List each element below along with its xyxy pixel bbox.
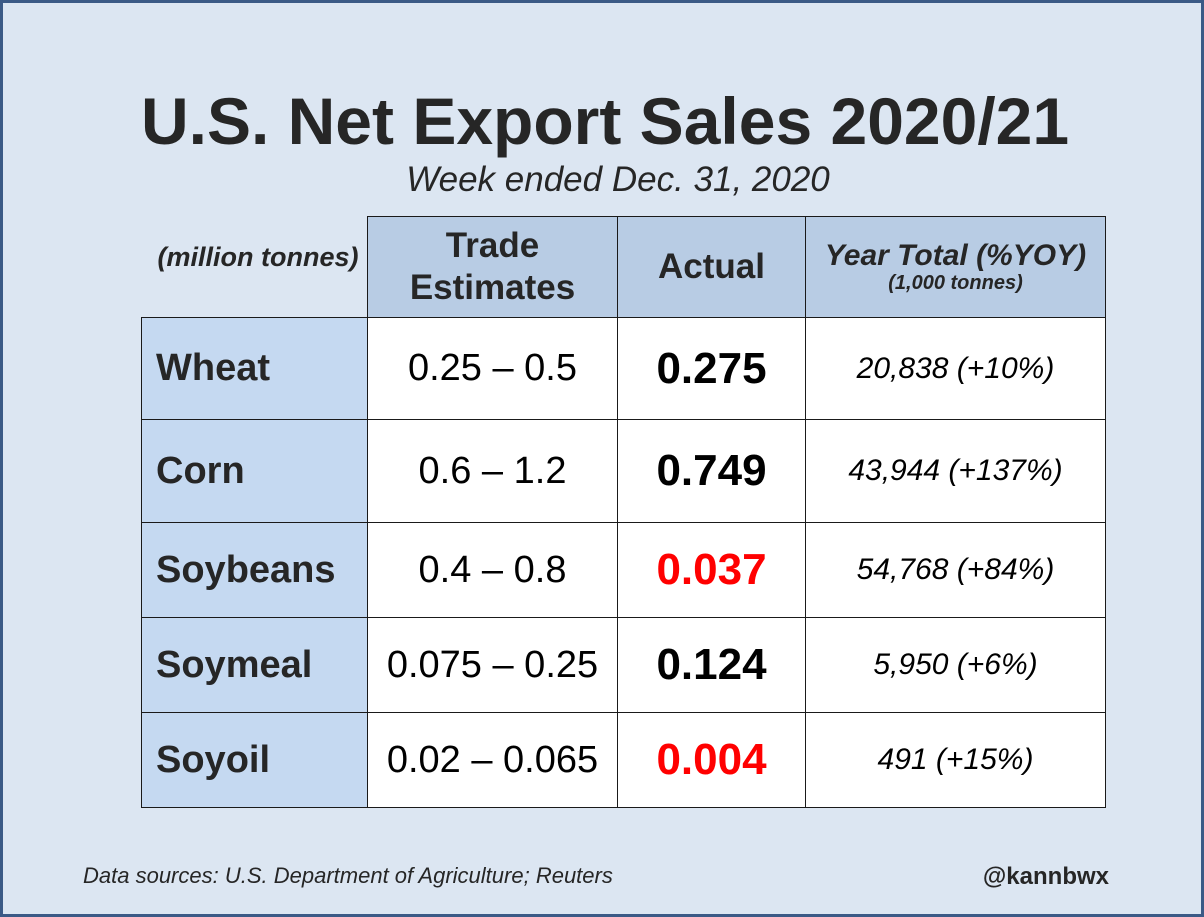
trade-estimate-cell: 0.4 – 0.8 [367, 522, 618, 618]
year-total-cell: 54,768 (+84%) [805, 522, 1106, 618]
chart-subtitle: Week ended Dec. 31, 2020 [406, 160, 830, 199]
actual-value-cell: 0.037 [617, 522, 806, 618]
table-row: Soyoil 0.02 – 0.065 0.004 491 (+15%) [141, 712, 1106, 808]
year-total-cell: 20,838 (+10%) [805, 317, 1106, 420]
actual-value-cell: 0.124 [617, 617, 806, 713]
year-total-cell: 5,950 (+6%) [805, 617, 1106, 713]
header-year-total-units: (1,000 tonnes) [888, 272, 1023, 294]
trade-estimate-cell: 0.075 – 0.25 [367, 617, 618, 713]
year-total-cell: 43,944 (+137%) [805, 419, 1106, 523]
header-actual: Actual [617, 216, 806, 318]
header-year-total-label: Year Total (%YOY) [824, 239, 1087, 272]
actual-value-cell: 0.004 [617, 712, 806, 808]
header-row: Trade Estimates Actual Year Total (%YOY)… [142, 216, 1106, 318]
table-row: Corn 0.6 – 1.2 0.749 43,944 (+137%) [141, 419, 1106, 523]
actual-value-cell: 0.275 [617, 317, 806, 420]
trade-estimate-cell: 0.6 – 1.2 [367, 419, 618, 523]
table-row: Soymeal 0.075 – 0.25 0.124 5,950 (+6%) [141, 617, 1106, 713]
export-sales-table: Trade Estimates Actual Year Total (%YOY)… [141, 216, 1106, 808]
commodity-label: Corn [141, 419, 368, 523]
table-body: Wheat 0.25 – 0.5 0.275 20,838 (+10%) Corn 0.6… [141, 317, 1106, 808]
header-year-total: Year Total (%YOY) (1,000 tonnes) [805, 216, 1106, 318]
trade-estimate-cell: 0.25 – 0.5 [367, 317, 618, 420]
year-total-cell: 491 (+15%) [805, 712, 1106, 808]
author-handle: @kannbwx [982, 863, 1109, 890]
chart-title: U.S. Net Export Sales 2020/21 [140, 84, 1070, 158]
trade-estimate-cell: 0.02 – 0.065 [367, 712, 618, 808]
header-corner [142, 217, 368, 318]
header-trade-estimates: Trade Estimates [367, 216, 618, 318]
table-row: Soybeans 0.4 – 0.8 0.037 54,768 (+84%) [141, 522, 1106, 618]
units-label: (million tonnes) [157, 242, 359, 272]
commodity-label: Soybeans [141, 522, 368, 618]
commodity-label: Soymeal [141, 617, 368, 713]
actual-value-cell: 0.749 [617, 419, 806, 523]
table-row: Wheat 0.25 – 0.5 0.275 20,838 (+10%) [141, 317, 1106, 420]
data-source-note: Data sources: U.S. Department of Agricul… [83, 863, 613, 888]
commodity-label: Soyoil [141, 712, 368, 808]
commodity-label: Wheat [141, 317, 368, 420]
